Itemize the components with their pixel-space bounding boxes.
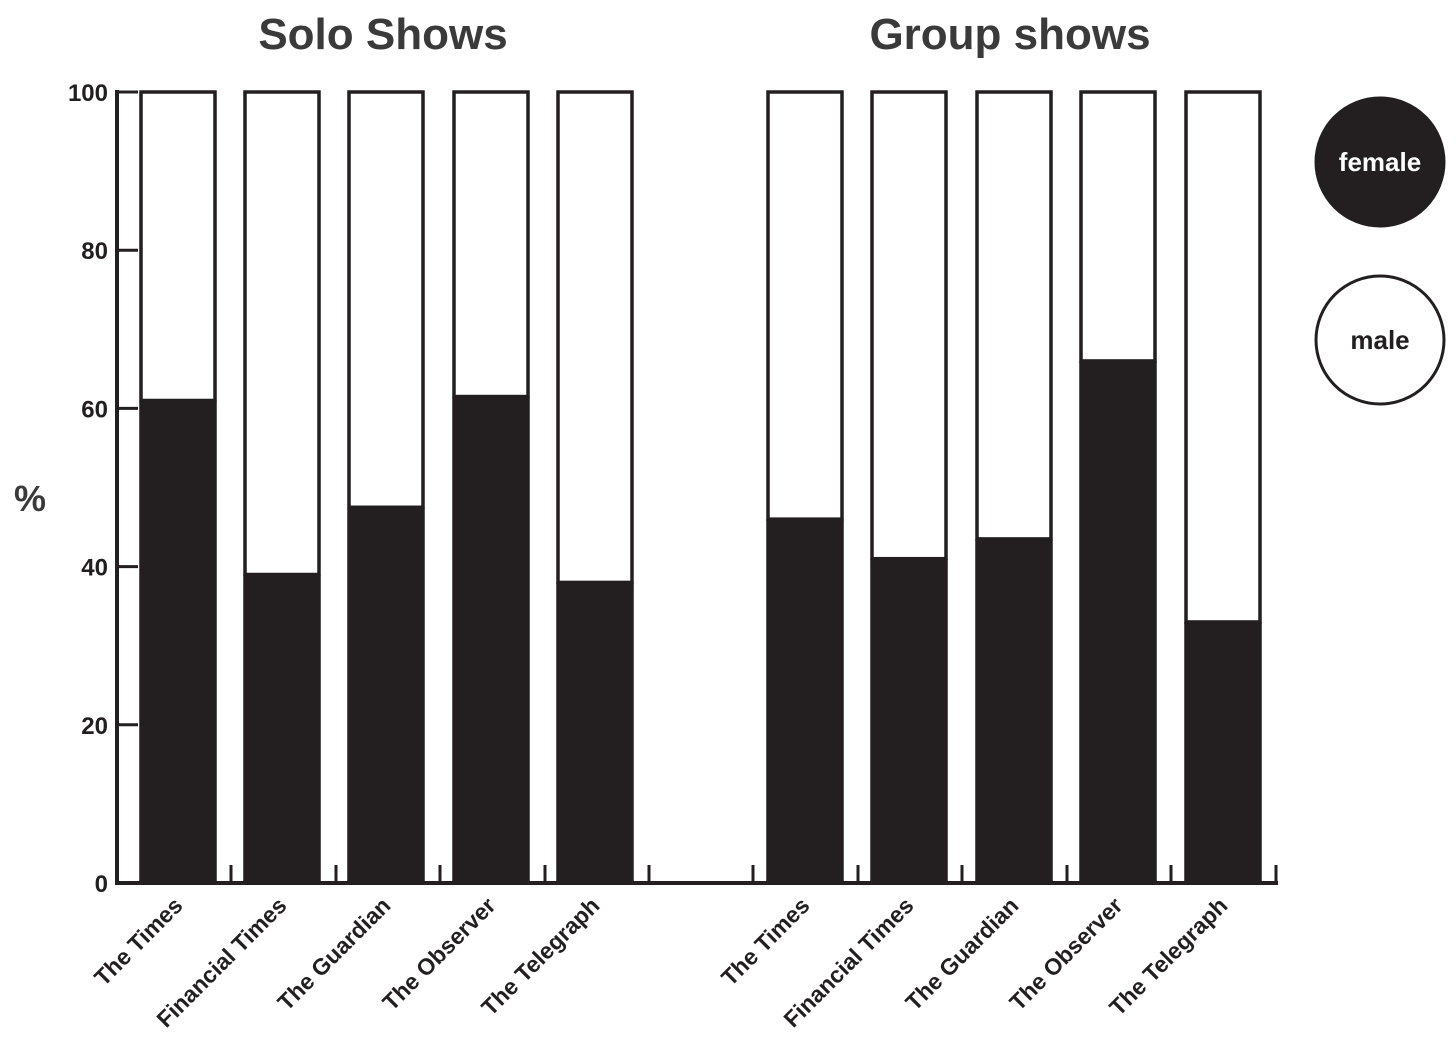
y-axis-title: % bbox=[14, 478, 46, 519]
bar-female-group-shows-the-times bbox=[766, 519, 844, 883]
legend-swatch-male bbox=[1314, 274, 1446, 406]
bar-female-group-shows-financial-times bbox=[870, 558, 948, 883]
bars bbox=[139, 90, 1262, 883]
category-label-solo-shows-the-times: The Times bbox=[89, 892, 188, 991]
bar-male-solo-shows-the-telegraph bbox=[556, 90, 634, 585]
y-tick-label-60: 60 bbox=[81, 396, 108, 423]
bar-male-solo-shows-the-observer bbox=[452, 90, 530, 399]
bar-male-solo-shows-financial-times bbox=[243, 90, 321, 577]
bar-female-solo-shows-the-telegraph bbox=[556, 582, 634, 883]
bar-female-solo-shows-the-guardian bbox=[347, 507, 425, 883]
bar-female-group-shows-the-telegraph bbox=[1184, 621, 1262, 883]
y-tick-label-80: 80 bbox=[81, 238, 108, 265]
legend: female male bbox=[1314, 96, 1446, 406]
bar-female-solo-shows-financial-times bbox=[243, 574, 321, 883]
y-tick-label-0: 0 bbox=[95, 871, 108, 898]
bar-male-solo-shows-the-times bbox=[139, 90, 217, 403]
bar-male-group-shows-the-guardian bbox=[975, 90, 1053, 541]
category-label-group-shows-the-times: The Times bbox=[716, 892, 815, 991]
bar-male-group-shows-the-observer bbox=[1079, 90, 1157, 363]
bar-female-solo-shows-the-observer bbox=[452, 396, 530, 883]
panel-title-group-shows: Group shows bbox=[869, 10, 1150, 59]
panel-title-solo-shows: Solo Shows bbox=[258, 10, 507, 59]
bar-female-group-shows-the-guardian bbox=[975, 538, 1053, 883]
panel-titles: Solo Shows Group shows bbox=[258, 10, 1150, 59]
y-tick-label-100: 100 bbox=[68, 80, 108, 107]
bar-male-group-shows-financial-times bbox=[870, 90, 948, 561]
y-tick-label-20: 20 bbox=[81, 713, 108, 740]
bar-male-group-shows-the-telegraph bbox=[1184, 90, 1262, 624]
bar-female-group-shows-the-observer bbox=[1079, 360, 1157, 883]
bar-male-group-shows-the-times bbox=[766, 90, 844, 521]
bar-female-solo-shows-the-times bbox=[139, 400, 217, 883]
legend-label-female: female bbox=[1339, 147, 1421, 177]
y-tick-label-40: 40 bbox=[81, 555, 108, 582]
bar-male-solo-shows-the-guardian bbox=[347, 90, 425, 510]
legend-swatch-female bbox=[1314, 96, 1446, 228]
legend-label-male: male bbox=[1350, 325, 1409, 355]
